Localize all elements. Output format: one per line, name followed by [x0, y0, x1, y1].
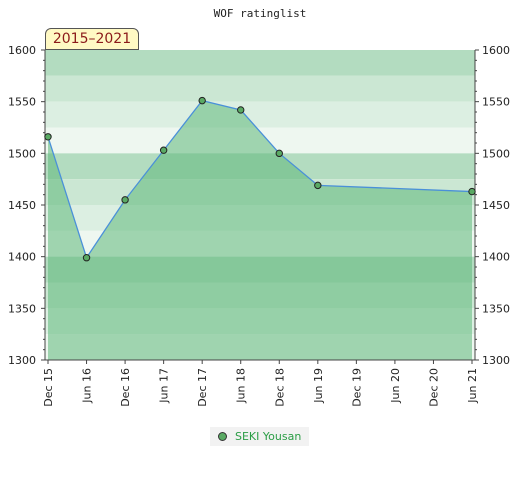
chart-title: WOF ratinglist — [214, 7, 307, 20]
y-tick-label-right: 1400 — [482, 251, 510, 264]
x-tick-label: Jun 16 — [81, 368, 94, 404]
data-point[interactable] — [275, 149, 283, 158]
x-tick-label: Jun 21 — [466, 368, 479, 404]
data-point[interactable] — [121, 196, 129, 204]
data-points — [44, 96, 476, 262]
data-point[interactable] — [198, 96, 206, 105]
y-tick-label-right: 1450 — [482, 199, 510, 212]
y-tick-label-left: 1500 — [8, 147, 36, 160]
data-point[interactable] — [44, 133, 52, 141]
y-axis-left: 1300 1350 1400 1450 1500 1550 1600 — [8, 44, 45, 367]
legend[interactable]: SEKI Yousan — [210, 427, 310, 446]
x-tick-label: Dec 19 — [350, 368, 363, 407]
y-tick-label-left: 1350 — [8, 302, 36, 315]
y-tick-label-left: 1600 — [8, 44, 36, 57]
y-axis-right: 1300 1350 1400 1450 1500 1550 1600 — [475, 44, 510, 367]
y-tick-label-right: 1600 — [482, 44, 510, 57]
x-tick-label: Dec 20 — [427, 368, 440, 407]
legend-label: SEKI Yousan — [235, 430, 302, 443]
x-tick-label: Dec 15 — [42, 368, 55, 407]
x-tick-label: Dec 16 — [119, 368, 132, 407]
y-tick-label-left: 1400 — [8, 251, 36, 264]
rating-area-fill — [48, 100, 472, 360]
x-tick-label: Jun 17 — [158, 368, 171, 404]
data-point[interactable] — [237, 106, 245, 114]
legend-marker-icon — [218, 432, 227, 441]
x-tick-label: Jun 20 — [389, 368, 402, 404]
x-tick-label: Dec 18 — [273, 368, 286, 407]
x-tick-label: Jun 19 — [312, 368, 325, 404]
rating-area — [48, 100, 472, 360]
y-tick-label-right: 1350 — [482, 302, 510, 315]
x-tick-label: Jun 18 — [235, 368, 248, 404]
data-point[interactable] — [159, 146, 168, 154]
data-point[interactable] — [82, 254, 91, 262]
x-axis: Dec 15 Jun 16 Dec 16 Jun 17 Dec 17 Jun 18 Dec … — [42, 360, 479, 407]
y-tick-label-left: 1450 — [8, 199, 36, 212]
x-tick-label: Dec 17 — [196, 368, 209, 407]
background-band — [45, 101, 475, 128]
y-tick-label-right: 1300 — [482, 354, 510, 367]
background-band — [45, 75, 475, 102]
background-band — [45, 50, 475, 76]
y-tick-label-right: 1550 — [482, 96, 510, 109]
y-tick-label-left: 1550 — [8, 96, 36, 109]
data-point[interactable] — [314, 181, 322, 190]
y-tick-label-right: 1500 — [482, 147, 510, 160]
y-tick-label-left: 1300 — [8, 354, 36, 367]
period-badge: 2015–2021 — [45, 28, 139, 50]
data-point[interactable] — [468, 187, 476, 196]
